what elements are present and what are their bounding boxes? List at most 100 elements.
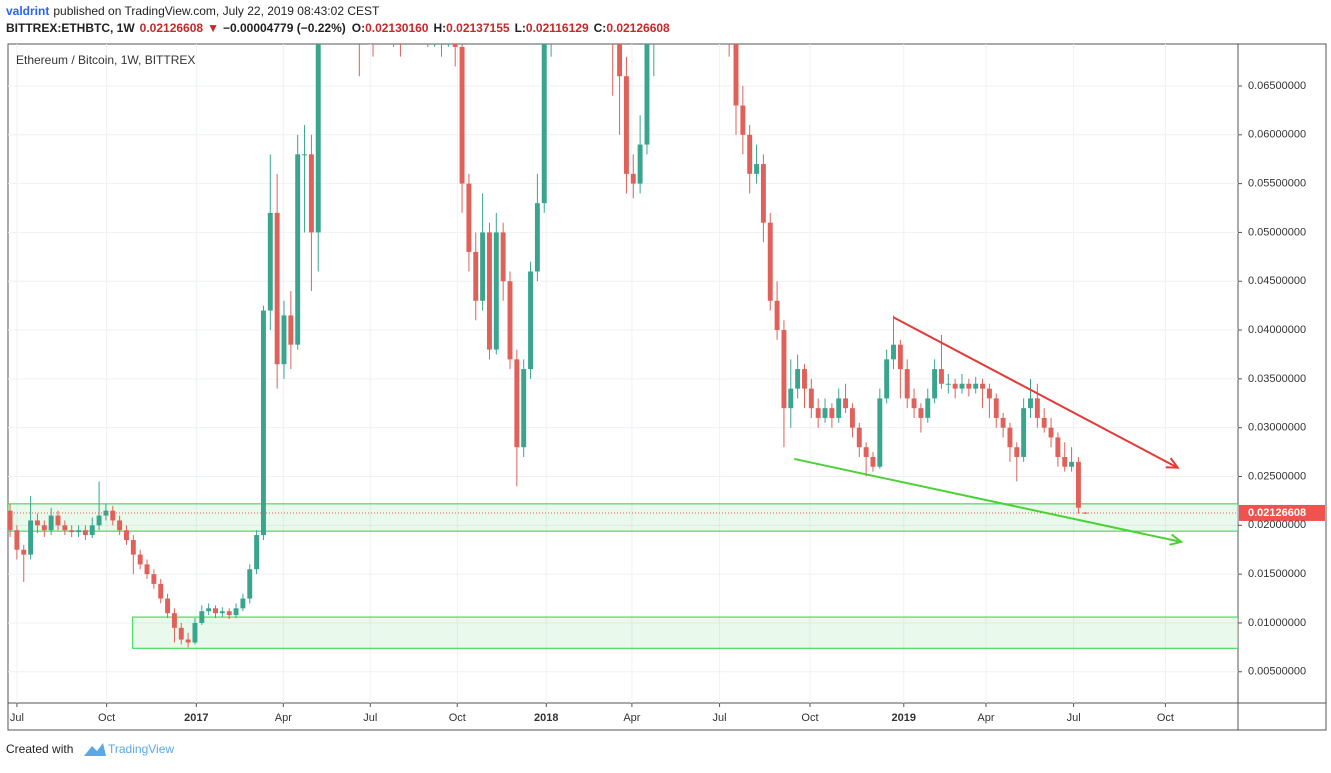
candle-body bbox=[808, 388, 814, 409]
x-tick-label: Oct bbox=[449, 712, 466, 724]
x-tick-label: Jul bbox=[713, 712, 727, 724]
chart-title: Ethereum / Bitcoin, 1W, BITTREX bbox=[16, 53, 195, 67]
candle-body bbox=[1007, 427, 1013, 448]
x-tick-label: Jul bbox=[10, 712, 24, 724]
x-tick-label: Apr bbox=[275, 712, 292, 724]
chart-frame bbox=[7, 43, 1327, 731]
candle-body bbox=[767, 222, 773, 301]
low-value: 0.02116129 bbox=[526, 21, 589, 35]
candle-body bbox=[130, 539, 136, 555]
logo-icon bbox=[84, 743, 106, 756]
y-tick-label: 0.03500000 bbox=[1248, 373, 1306, 385]
low-label: L: bbox=[515, 21, 526, 35]
x-tick-label: Oct bbox=[98, 712, 115, 724]
candle-body bbox=[267, 212, 273, 311]
y-tick-label: 0.03000000 bbox=[1248, 422, 1306, 434]
candle-body bbox=[986, 388, 992, 399]
candle-body bbox=[192, 622, 198, 643]
candle-body bbox=[315, 44, 321, 233]
grid bbox=[8, 44, 1238, 703]
candle-body bbox=[117, 520, 123, 531]
candle-body bbox=[69, 530, 75, 533]
candle-body bbox=[541, 44, 547, 204]
candle-body bbox=[1034, 398, 1040, 418]
trend-line bbox=[794, 457, 1182, 543]
candle-body bbox=[980, 383, 986, 389]
candle-body bbox=[610, 0, 615, 18]
candle-body bbox=[247, 569, 253, 599]
candle-body bbox=[973, 383, 979, 389]
candle-body bbox=[856, 427, 862, 448]
candle-body bbox=[740, 105, 746, 135]
candle-body bbox=[754, 164, 760, 174]
x-tick-label: 2017 bbox=[184, 712, 208, 724]
candle-body bbox=[158, 583, 164, 599]
candle-body bbox=[760, 164, 766, 223]
y-tick-label: 0.02500000 bbox=[1248, 470, 1306, 482]
candle-body bbox=[302, 154, 308, 156]
footer-created: Created with bbox=[6, 742, 73, 756]
candle-body bbox=[110, 510, 116, 521]
candle-body bbox=[206, 608, 212, 612]
y-tick-label: 0.04000000 bbox=[1248, 324, 1306, 336]
candle-body bbox=[76, 530, 82, 533]
footer-brand[interactable]: TradingView bbox=[108, 742, 174, 756]
candle-body bbox=[226, 611, 232, 616]
candle-body bbox=[932, 369, 938, 399]
candle-body bbox=[260, 310, 266, 536]
candle-body bbox=[644, 44, 650, 145]
candle-body bbox=[788, 388, 794, 409]
last-price: 0.02126608 bbox=[140, 21, 204, 35]
y-tick-label: 0.02000000 bbox=[1248, 519, 1306, 531]
candle-body bbox=[473, 251, 479, 301]
change-arrow: ▼ bbox=[207, 21, 219, 35]
candle-body bbox=[213, 608, 218, 614]
candle-body bbox=[281, 315, 287, 365]
candle-body bbox=[219, 611, 225, 614]
close-value: 0.02126608 bbox=[606, 21, 670, 35]
candle-body bbox=[795, 369, 801, 389]
change: −0.00004779 (−0.22%) bbox=[223, 21, 346, 35]
candle-body bbox=[1028, 398, 1033, 409]
candle-body bbox=[8, 510, 13, 531]
candle-body bbox=[124, 530, 129, 540]
candle-body bbox=[254, 535, 260, 570]
author[interactable]: valdrint bbox=[6, 4, 49, 18]
candle-body bbox=[966, 383, 972, 389]
x-tick-label: Apr bbox=[623, 712, 640, 724]
candle-body bbox=[911, 398, 917, 409]
candle-body bbox=[295, 154, 301, 345]
candle-body bbox=[405, 0, 410, 18]
candle-body bbox=[938, 369, 944, 384]
candle-body bbox=[870, 456, 876, 467]
candles bbox=[8, 0, 1088, 648]
open-value: 0.02130160 bbox=[365, 21, 429, 35]
candle-body bbox=[774, 300, 780, 331]
candle-body bbox=[843, 398, 849, 409]
y-tick-label: 0.05500000 bbox=[1248, 178, 1306, 190]
candle-body bbox=[466, 183, 472, 252]
candle-body bbox=[1055, 437, 1061, 457]
candle-body bbox=[28, 520, 34, 555]
candle-body bbox=[623, 76, 629, 174]
x-tick-label: Jul bbox=[363, 712, 377, 724]
x-tick-label: Apr bbox=[977, 712, 994, 724]
candle-body bbox=[877, 398, 883, 467]
candle-body bbox=[419, 0, 424, 8]
tradingview-logo[interactable]: TradingView bbox=[84, 742, 174, 756]
candle-body bbox=[521, 369, 527, 448]
axes: 0.00500000 0.01000000 0.01500000 0.02000000… bbox=[10, 80, 1306, 724]
candle-body bbox=[274, 212, 280, 365]
candle-body bbox=[1075, 461, 1081, 508]
support-zone bbox=[8, 503, 1238, 532]
candle-body bbox=[452, 44, 458, 47]
candle-body bbox=[486, 232, 492, 350]
y-tick-label: 0.01000000 bbox=[1248, 617, 1306, 629]
candle-body bbox=[952, 383, 958, 389]
candle-body bbox=[1021, 408, 1027, 457]
open-label: O: bbox=[352, 21, 365, 35]
candle-body bbox=[1041, 417, 1047, 428]
high-label: H: bbox=[433, 21, 446, 35]
x-tick-label: Oct bbox=[801, 712, 818, 724]
